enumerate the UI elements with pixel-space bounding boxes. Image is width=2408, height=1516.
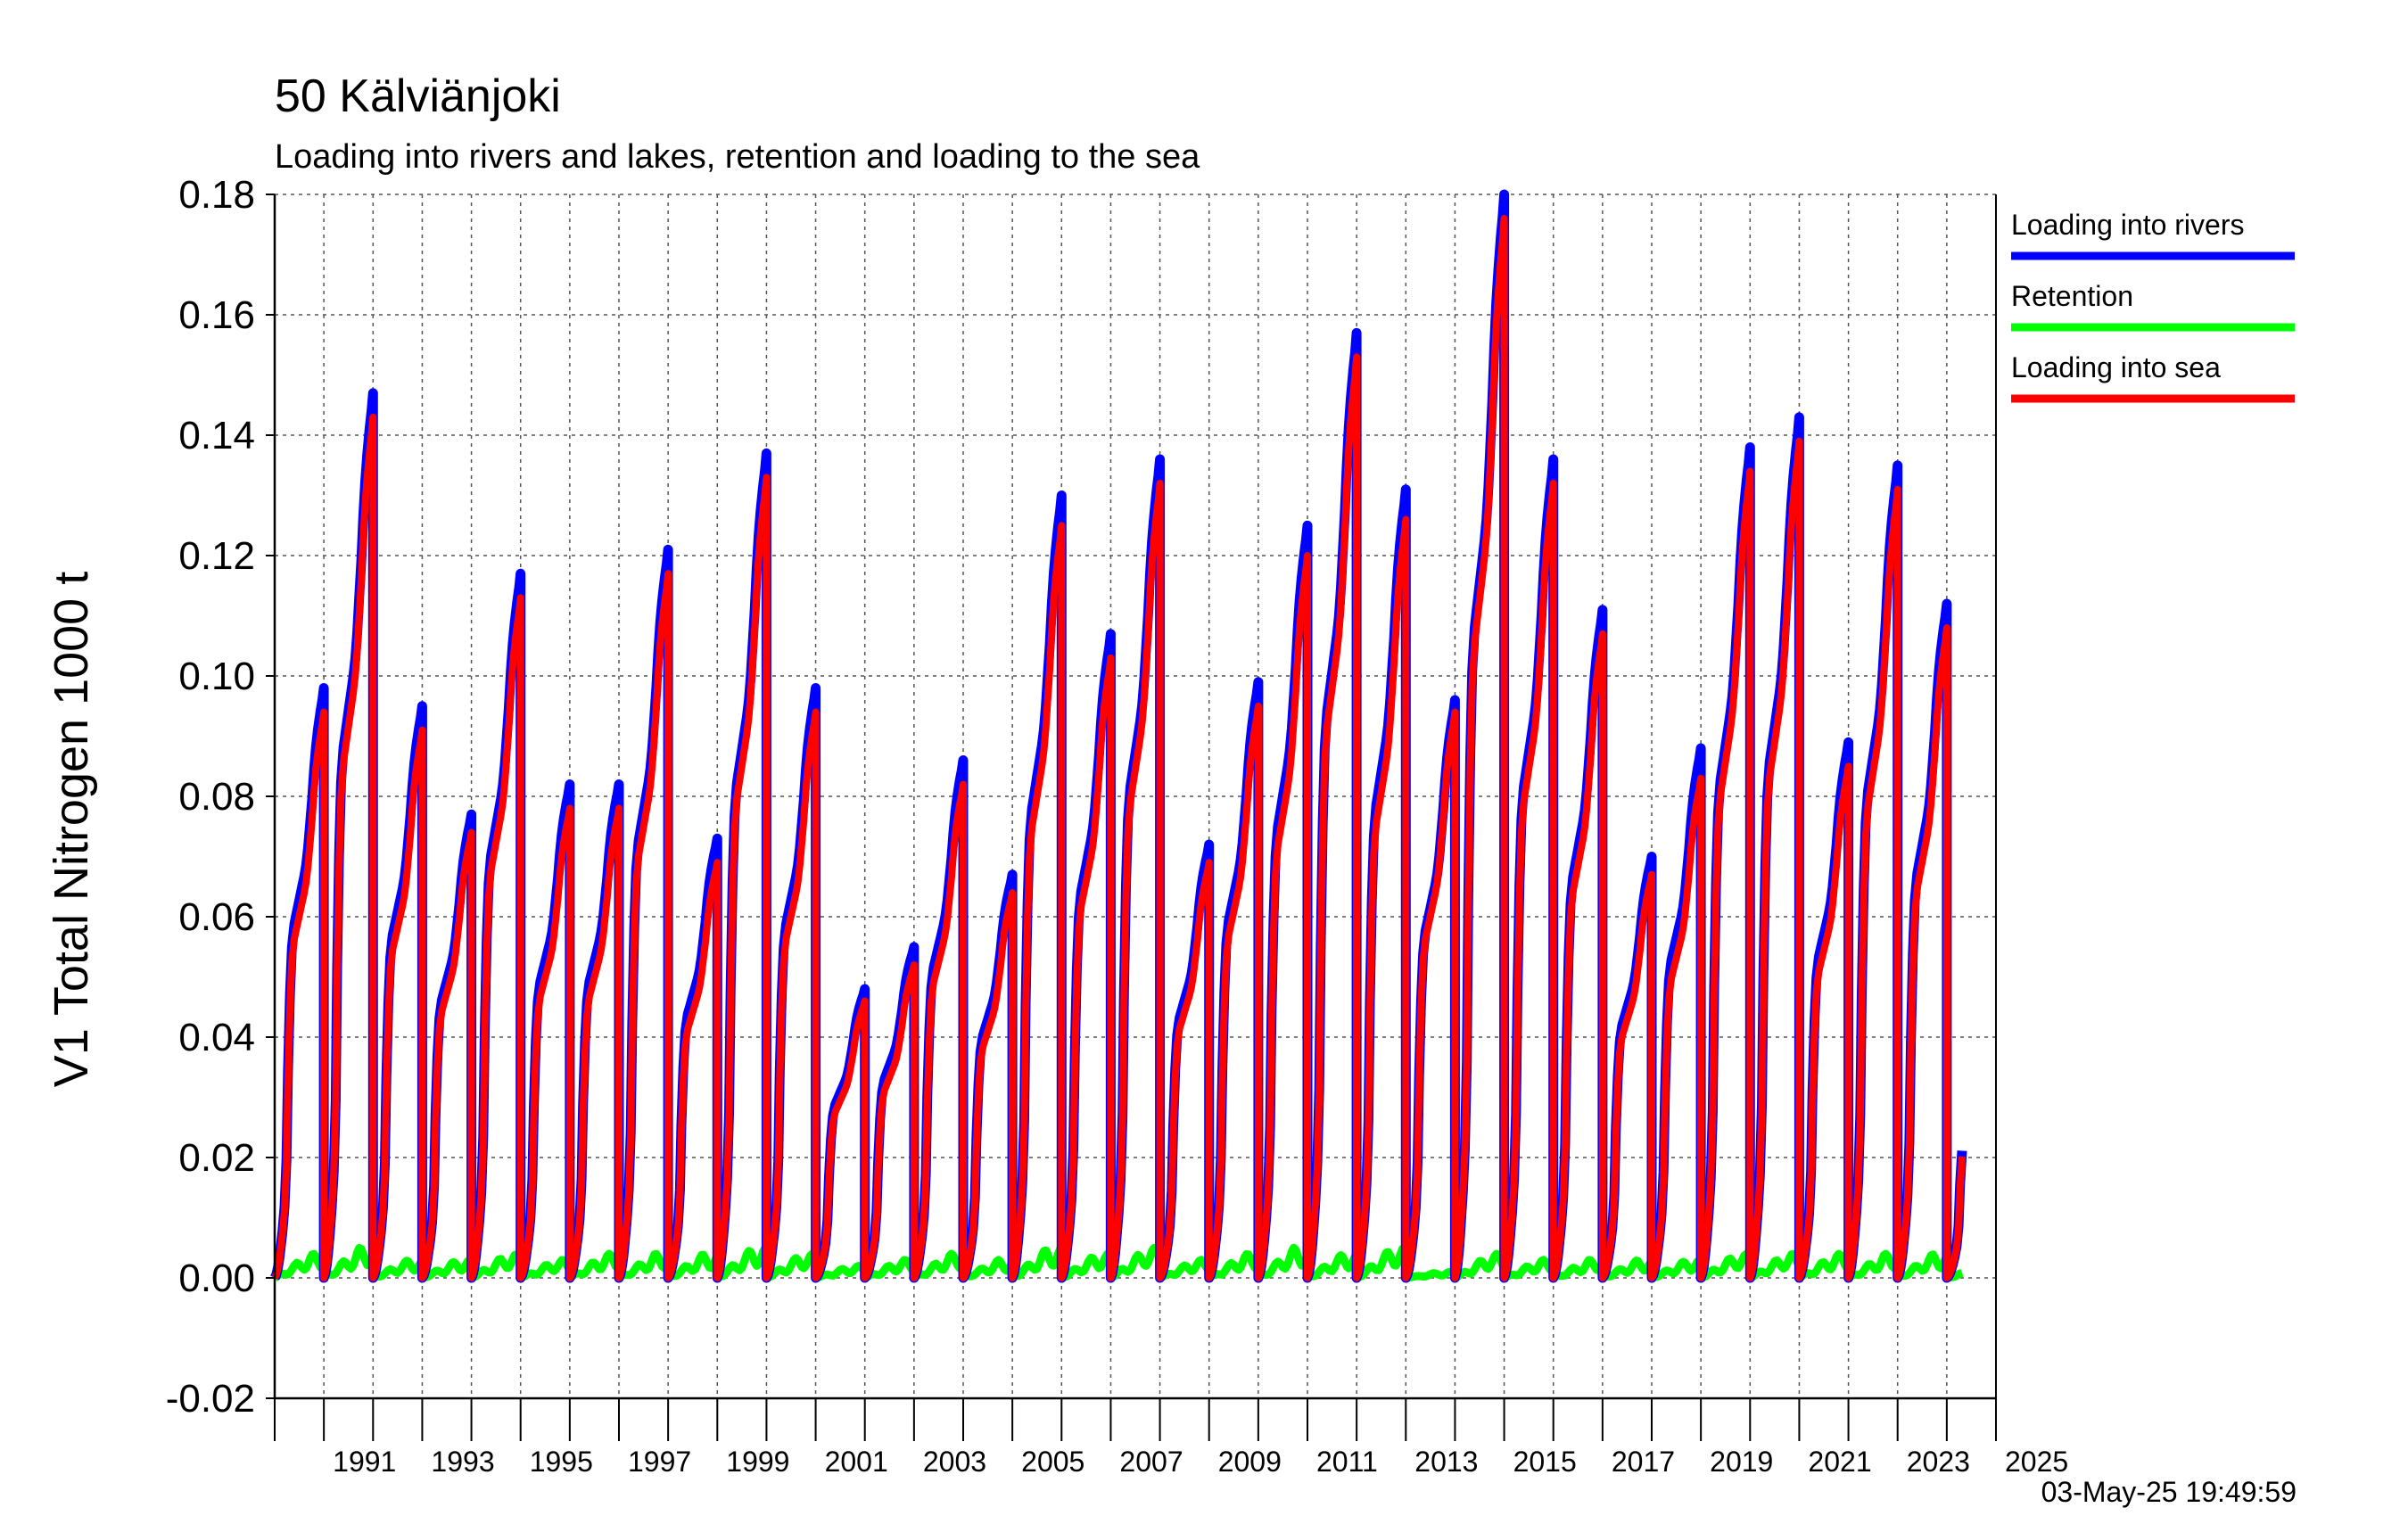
y-tick-label: 0.18: [178, 173, 255, 217]
legend-label: Loading into sea: [2011, 351, 2221, 383]
axes: [266, 194, 1997, 1441]
y-tick-label: 0.10: [178, 655, 255, 698]
x-tick-label: 2009: [1218, 1446, 1282, 1478]
legend: Loading into rivers Retention Loading into…: [2011, 209, 2295, 403]
y-axis-label: V1 Total Nitrogen 1000 t: [45, 572, 98, 1087]
y-tick-label: 0.08: [178, 775, 255, 819]
y-tick-label: 0.04: [178, 1016, 255, 1059]
chart-title: 50 Kälviänjoki: [275, 70, 561, 122]
y-tick-label: 0.06: [178, 895, 255, 939]
legend-label: Retention: [2011, 280, 2133, 312]
x-tick-label: 1995: [530, 1446, 593, 1478]
x-tick-label: 2001: [825, 1446, 888, 1478]
y-tick-label: 0.14: [178, 414, 255, 457]
y-tick-label: -0.02: [166, 1377, 255, 1421]
x-tick-label: 2011: [1316, 1446, 1378, 1478]
legend-label: Loading into rivers: [2011, 209, 2244, 241]
x-tick-label: 1999: [726, 1446, 789, 1478]
x-tick-label: 2007: [1119, 1446, 1183, 1478]
x-tick-label: 1991: [333, 1446, 396, 1478]
y-tick-label: 0.12: [178, 534, 255, 578]
chart-subtitle: Loading into rivers and lakes, retention…: [275, 138, 1200, 176]
y-tick-label: 0.16: [178, 293, 255, 337]
x-tick-label: 2021: [1808, 1446, 1871, 1478]
series-line-loading-into-sea: [271, 215, 1966, 1281]
plot-area: [270, 189, 1967, 1283]
x-tick-label: 2025: [2005, 1446, 2068, 1478]
x-tick-label: 1997: [628, 1446, 691, 1478]
x-tick-label: 2019: [1710, 1446, 1773, 1478]
timestamp: 03-May-25 19:49:59: [2041, 1476, 2297, 1508]
x-tick-label: 2015: [1513, 1446, 1577, 1478]
x-tick-label: 2013: [1414, 1446, 1478, 1478]
x-tick-label: 2005: [1021, 1446, 1084, 1478]
tick-labels: -0.02 0.00 0.02 0.04 0.06 0.08 0.10 0.12 0.14 0.1…: [166, 173, 2068, 1478]
series-line-retention: [272, 1243, 1965, 1282]
series-line-loading-into-rivers: [270, 189, 1967, 1283]
x-tick-label: 2023: [1907, 1446, 1970, 1478]
x-tick-label: 2017: [1612, 1446, 1675, 1478]
y-tick-label: 0.02: [178, 1136, 255, 1180]
y-tick-label: 0.00: [178, 1256, 255, 1300]
x-tick-label: 2003: [923, 1446, 986, 1478]
x-tick-label: 1993: [431, 1446, 494, 1478]
